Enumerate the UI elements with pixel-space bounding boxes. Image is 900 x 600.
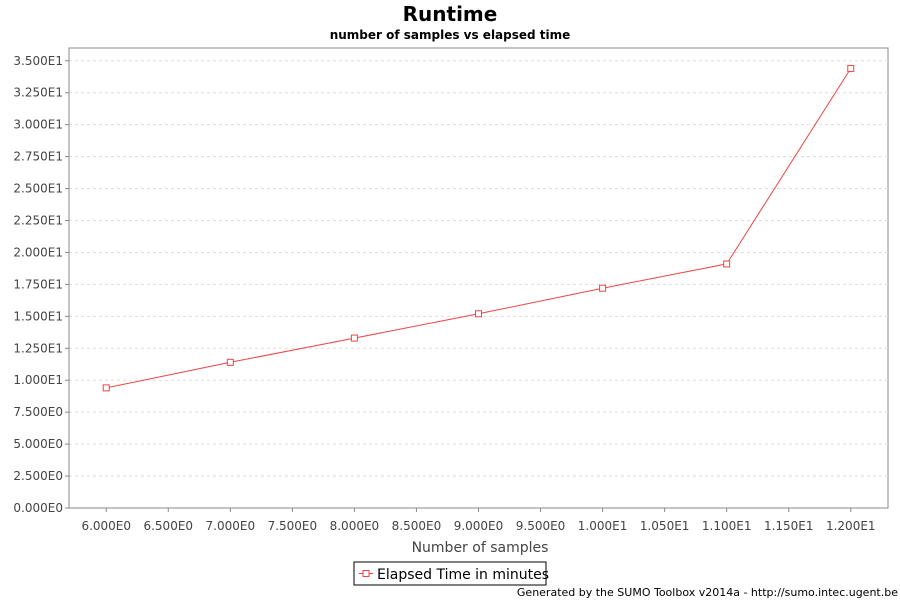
y-tick-label: 5.000E0 <box>13 437 63 451</box>
x-tick-label: 1.150E1 <box>764 519 814 533</box>
y-tick-label: 1.250E1 <box>13 341 63 355</box>
data-point <box>102 384 110 392</box>
series-layer <box>102 64 855 392</box>
legend-box <box>353 561 547 586</box>
legend-marker-swatch <box>362 570 370 577</box>
x-tick-label: 6.500E0 <box>143 519 193 533</box>
x-tick-label: 9.500E0 <box>516 519 566 533</box>
plot-area <box>68 47 889 509</box>
y-tick-label: 2.500E1 <box>13 182 63 196</box>
chart-title: Runtime <box>403 2 498 26</box>
x-tick-label: 1.200E1 <box>826 519 876 533</box>
y-tick-label: 2.500E0 <box>13 469 63 483</box>
y-tick-label: 2.000E1 <box>13 245 63 259</box>
data-point <box>599 284 607 292</box>
chart-subtitle: number of samples vs elapsed time <box>330 28 571 42</box>
data-point <box>350 334 358 342</box>
x-tick-label: 7.000E0 <box>206 519 256 533</box>
y-tick-label: 1.000E1 <box>13 373 63 387</box>
y-tick-label: 3.500E1 <box>13 54 63 68</box>
x-tick-label: 8.500E0 <box>392 519 442 533</box>
y-tick-label: 2.750E1 <box>13 150 63 164</box>
axes: 0.000E0 2.500E0 5.000E0 7.500E0 1.000E1 1.250… <box>13 48 888 533</box>
y-tick-label: 0.000E0 <box>13 501 63 515</box>
data-point <box>723 260 731 268</box>
legend: Elapsed Time in minutes <box>353 561 549 586</box>
y-tick-label: 1.500E1 <box>13 309 63 323</box>
legend-label: Elapsed Time in minutes <box>377 567 549 583</box>
data-point <box>847 64 855 72</box>
y-tick-label: 3.250E1 <box>13 86 63 100</box>
x-tick-label: 1.100E1 <box>702 519 752 533</box>
y-tick-label: 3.000E1 <box>13 118 63 132</box>
footer-credit: Generated by the SUMO Toolbox v2014a - h… <box>517 586 898 599</box>
data-point <box>226 358 234 366</box>
data-point <box>475 310 482 318</box>
x-tick-label: 8.000E0 <box>330 519 380 533</box>
x-tick-label: 1.050E1 <box>640 519 690 533</box>
y-tick-label: 7.500E0 <box>13 405 63 419</box>
y-tick-label: 2.250E1 <box>13 214 63 228</box>
x-tick-label: 9.000E0 <box>454 519 504 533</box>
x-axis-title: Number of samples <box>412 540 549 556</box>
y-tick-label: 1.750E1 <box>13 277 63 291</box>
x-tick-label: 1.000E1 <box>578 519 628 533</box>
x-tick-label: 7.500E0 <box>268 519 318 533</box>
x-tick-label: 6.000E0 <box>81 519 131 533</box>
